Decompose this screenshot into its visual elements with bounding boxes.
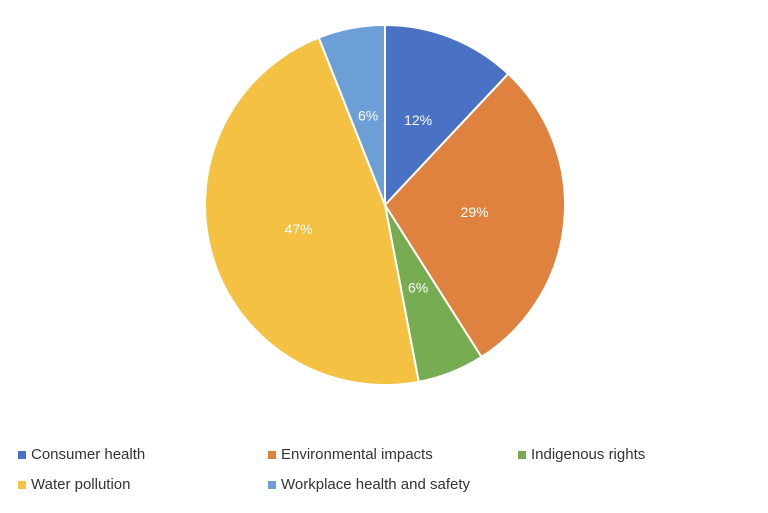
legend-label: Environmental impacts (281, 446, 433, 463)
legend-label: Workplace health and safety (281, 476, 471, 493)
legend-marker (18, 481, 26, 489)
pie-slice (204, 36, 420, 386)
legend-marker (268, 451, 276, 459)
legend-label: Water pollution (31, 476, 131, 493)
value-label: 29% (461, 204, 489, 220)
legend-label: Indigenous rights (531, 446, 645, 463)
value-label: 6% (358, 107, 378, 123)
legend-marker (18, 451, 26, 459)
value-label: 6% (408, 279, 428, 295)
pie-slice (384, 23, 510, 208)
legend-marker (268, 481, 276, 489)
pie-slice (317, 23, 386, 206)
legend-marker (518, 451, 526, 459)
pie-slice (383, 72, 566, 359)
value-label: 47% (285, 221, 313, 237)
legend-label: Consumer health (31, 446, 145, 463)
value-label: 12% (404, 112, 432, 128)
